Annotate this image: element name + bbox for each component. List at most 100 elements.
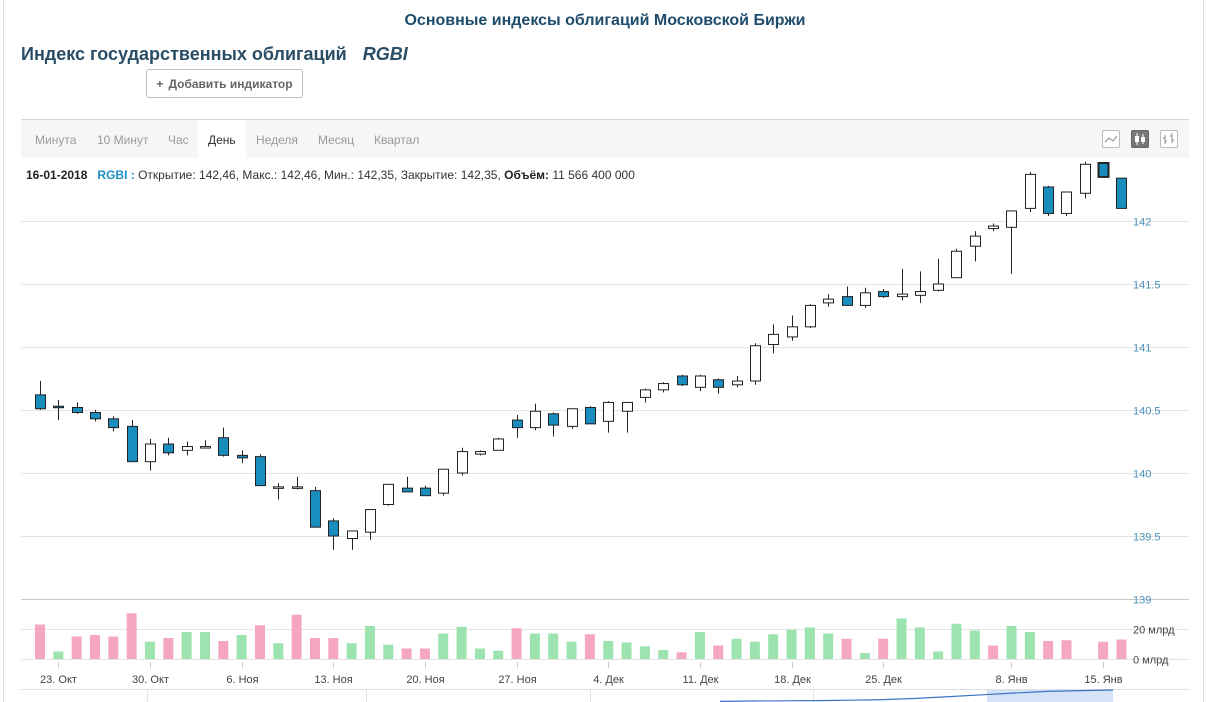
tab-day[interactable]: День — [198, 120, 246, 159]
volume-bar — [658, 650, 669, 659]
candlestick-button[interactable] — [1131, 130, 1149, 148]
candle — [951, 250, 962, 279]
volume-bar — [126, 613, 137, 659]
volume-bar — [951, 623, 962, 659]
info-volume-label: Объём: — [504, 168, 549, 182]
candle — [1006, 210, 1017, 228]
candle — [933, 283, 944, 291]
candle — [677, 375, 688, 386]
volume-grid-lines — [21, 629, 1189, 660]
volume-bar — [768, 634, 779, 659]
candle — [493, 438, 504, 451]
candle — [1061, 191, 1072, 214]
volume-bar — [731, 638, 742, 659]
volume-bar — [676, 652, 687, 659]
ohlc-info-line: 16-01-2018 RGBI : Открытие: 142,46, Макс… — [26, 168, 635, 182]
tab-hour[interactable]: Час — [168, 133, 189, 147]
tab-week[interactable]: Неделя — [256, 133, 298, 147]
candle — [548, 413, 559, 426]
index-title: Индекс государственных облигаций RGBI — [21, 44, 408, 65]
candle — [732, 380, 743, 386]
volume-bar — [639, 646, 650, 659]
tab-10-minutes[interactable]: 10 Минут — [97, 133, 149, 147]
navigator[interactable] — [21, 689, 1189, 702]
candle — [273, 486, 284, 489]
volume-bar — [621, 642, 632, 659]
candle — [200, 446, 211, 449]
volume-bar — [1098, 641, 1109, 659]
volume-bar — [328, 638, 339, 659]
price-tick-label: 141 — [1133, 343, 1151, 355]
price-tick-label: 140.5 — [1133, 406, 1161, 418]
candle — [622, 401, 633, 412]
volume-bar — [1024, 632, 1035, 659]
volume-axis: 20 млрд 0 млрд — [1133, 625, 1175, 667]
date-tick-label: 27. Ноя — [498, 674, 536, 686]
candle — [328, 520, 339, 537]
tab-minute[interactable]: Минута — [35, 133, 77, 147]
volume-bar — [933, 651, 944, 659]
candle — [347, 530, 358, 540]
tab-quarter[interactable]: Квартал — [374, 133, 420, 147]
line-chart-icon — [1104, 135, 1118, 143]
tab-month[interactable]: Месяц — [318, 133, 355, 147]
price-tick-label: 139 — [1133, 595, 1151, 607]
volume-bar — [896, 618, 907, 659]
volume-bar — [566, 641, 577, 659]
price-tick-label: 139.5 — [1133, 532, 1161, 544]
candlestick-icon — [1135, 133, 1145, 145]
line-chart-button[interactable] — [1102, 130, 1120, 148]
date-tick-label: 11. Дек — [683, 674, 719, 686]
candle — [878, 291, 889, 298]
volume-bar — [419, 648, 430, 659]
ohlc-bars-icon — [1163, 133, 1174, 144]
volume-bar — [273, 643, 284, 659]
ohlc-bars-button[interactable] — [1160, 130, 1178, 148]
volume-bar — [254, 625, 265, 659]
add-indicator-button[interactable]: + Добавить индикатор — [146, 69, 303, 98]
candle — [255, 456, 266, 487]
candle — [72, 406, 83, 414]
volume-bar — [1116, 639, 1127, 659]
candle — [1080, 163, 1091, 194]
volume-tick-label: 0 млрд — [1133, 655, 1169, 667]
info-high-label: Макс.: — [242, 168, 278, 182]
candle — [970, 235, 981, 247]
volume-bar — [823, 633, 834, 659]
candle — [750, 345, 761, 382]
volume-bar — [163, 638, 174, 659]
date-tick-label: 13. Ноя — [314, 674, 352, 686]
date-tick-label: 15. Янв — [1084, 674, 1122, 686]
volume-bar — [236, 635, 247, 659]
info-open: 142,46 — [199, 168, 236, 182]
frame-right-line — [1203, 0, 1204, 702]
candle — [383, 483, 394, 505]
volume-bar — [89, 635, 100, 659]
candle — [713, 379, 724, 388]
volume-bar — [1043, 641, 1054, 659]
volume-bar — [914, 627, 925, 659]
volume-bar — [218, 641, 229, 659]
index-name: Индекс государственных облигаций — [21, 44, 347, 64]
candle — [108, 418, 119, 429]
volume-tick-label: 20 млрд — [1133, 625, 1175, 637]
info-high: 142,46 — [280, 168, 318, 182]
candle — [640, 389, 651, 398]
volume-bar — [309, 638, 320, 659]
candle — [787, 326, 798, 338]
volume-bar — [603, 641, 614, 659]
volume-bar — [35, 624, 45, 659]
volume-bar — [1061, 640, 1072, 659]
index-ticker: RGBI — [362, 44, 408, 64]
frame-left-line — [3, 0, 4, 702]
candle — [145, 443, 156, 463]
volume-bars — [35, 613, 1127, 659]
candle — [768, 333, 779, 345]
candle — [218, 437, 229, 456]
volume-bar — [694, 632, 705, 659]
page-title: Основные индексы облигаций Московской Би… — [404, 12, 806, 29]
candles — [35, 161, 1127, 550]
volume-bar — [71, 636, 82, 659]
candle — [237, 454, 248, 459]
